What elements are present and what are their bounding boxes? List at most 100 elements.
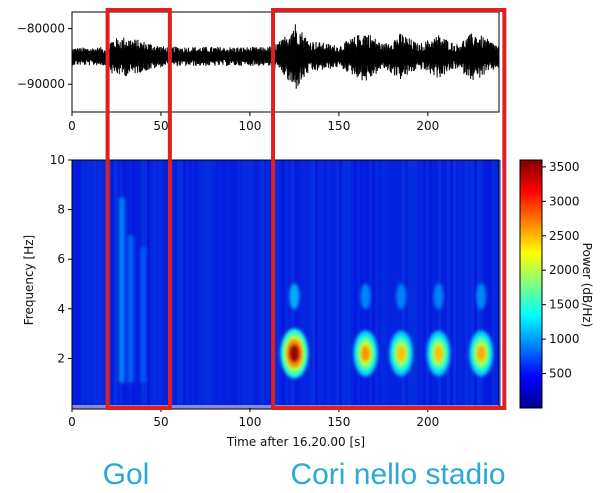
spectrogram-streak — [351, 160, 354, 408]
spectrogram-streak — [336, 160, 339, 408]
spectrogram-streak — [402, 160, 405, 408]
spectrogram-streak — [159, 160, 162, 408]
spectrogram-x-tick-label: 50 — [153, 415, 168, 429]
spectrogram-streak — [474, 160, 477, 408]
spectrogram-streak — [345, 160, 348, 408]
colorbar: 500 1000 1500 2000 2500 3000 3500 Power (dB/Hz… — [519, 159, 594, 409]
spectrogram-streak — [282, 160, 285, 408]
spectrogram-streak — [198, 160, 201, 408]
spectrogram-streak — [405, 160, 408, 408]
spectrogram-streak — [177, 160, 180, 408]
colorbar-tick-label: 1000 — [549, 332, 580, 346]
spectrogram-streak — [210, 160, 213, 408]
spectrogram-streak — [111, 160, 114, 408]
spectrogram-streak — [447, 160, 450, 408]
harmonic-blob — [476, 283, 487, 310]
spectrogram-streak — [213, 160, 216, 408]
spectrogram-streak — [135, 160, 138, 408]
waveform-trace — [71, 24, 500, 89]
spectrogram-streak — [102, 160, 105, 408]
spectrogram-streak — [156, 160, 159, 408]
spectrogram-streak — [78, 160, 81, 408]
spectrogram-streak — [483, 160, 486, 408]
spectrogram-streak — [228, 160, 231, 408]
harmonic-blob — [289, 283, 300, 310]
gol-box — [105, 8, 172, 410]
spectrogram-streak — [237, 160, 240, 408]
spectrogram-streak — [309, 160, 312, 408]
spectrogram-y-tick-label: 10 — [50, 153, 65, 167]
harmonic-blob — [433, 283, 444, 310]
waveform-x-tick-label: 50 — [153, 119, 168, 133]
spectrogram-streak — [450, 160, 453, 408]
waveform-panel: 0 50 100 150 200 −80000 −90000 — [17, 11, 500, 133]
spectrogram-x-tick-label: 0 — [68, 415, 76, 429]
spectrogram-streak — [453, 160, 456, 408]
spectrogram-streak — [87, 160, 90, 408]
waveform-y-tick-label: −80000 — [17, 22, 65, 36]
spectrogram-streak — [330, 160, 333, 408]
spectrogram-streak — [324, 160, 327, 408]
spectrogram-streak — [150, 160, 153, 408]
spectrogram-streak — [441, 160, 444, 408]
hotspot — [469, 330, 494, 377]
spectrogram-streak — [225, 160, 228, 408]
spectrogram-streak — [252, 160, 255, 408]
spectrogram-streak — [471, 160, 474, 408]
spectrogram-panel: 0 50 100 150 200 2 4 6 8 10 Time after 16.20.00 … — [22, 153, 501, 449]
spectrogram-y-tick-label: 4 — [57, 302, 65, 316]
spectrogram-streak — [390, 160, 393, 408]
hotspot — [426, 330, 451, 377]
spectrogram-streak — [444, 160, 447, 408]
spectrogram-streak — [219, 160, 222, 408]
spectrogram-streak — [240, 160, 243, 408]
spectrogram-streak — [366, 160, 369, 408]
spectrogram-streak — [75, 160, 78, 408]
spectrogram-streak — [348, 160, 351, 408]
spectrogram-streak — [489, 160, 492, 408]
spectrogram-streak — [249, 160, 252, 408]
spectrogram-streak — [258, 160, 261, 408]
hotspot — [280, 328, 309, 379]
spectrogram-streak — [387, 160, 390, 408]
spectrogram-streak — [291, 160, 294, 408]
spectrogram-streak — [492, 160, 495, 408]
spectrogram-streak — [84, 160, 87, 408]
hotspot — [353, 330, 378, 377]
spectrogram-streak — [174, 160, 177, 408]
spectrogram-streak — [396, 160, 399, 408]
spectrogram-streak — [81, 160, 84, 408]
spectrogram-streak — [426, 160, 429, 408]
colorbar-tick-label: 1500 — [549, 298, 580, 312]
spectrogram-streak — [495, 160, 498, 408]
spectrogram-streak — [186, 160, 189, 408]
hotspot — [389, 330, 413, 377]
spectrogram-streak — [357, 160, 360, 408]
spectrogram-streak — [231, 160, 234, 408]
spectrogram-streak — [393, 160, 396, 408]
spectrogram-streak — [372, 160, 375, 408]
spectrogram-streak — [339, 160, 342, 408]
spectrogram-streak — [477, 160, 480, 408]
spectrogram-streak — [165, 160, 168, 408]
spectrogram-streak — [279, 160, 282, 408]
spectrogram-streak — [327, 160, 330, 408]
spectrogram-x-tick-label: 150 — [327, 415, 350, 429]
colorbar-tick-label: 2000 — [549, 263, 580, 277]
spectrogram-streak — [114, 160, 117, 408]
spectrogram-streak — [171, 160, 174, 408]
spectrogram-streak — [90, 160, 93, 408]
spectrogram-streak — [384, 160, 387, 408]
annotation-boxes — [105, 8, 507, 410]
spectrogram-streak — [360, 160, 363, 408]
spectrogram-streak — [72, 160, 75, 408]
gol-streak — [140, 246, 147, 384]
colorbar-label: Power (dB/Hz) — [580, 243, 594, 328]
spectrogram-streak — [429, 160, 432, 408]
spectrogram-streak — [378, 160, 381, 408]
spectrogram-streak — [147, 160, 150, 408]
waveform-line — [71, 24, 500, 89]
spectrogram-streak — [180, 160, 183, 408]
spectrogram-streak — [417, 160, 420, 408]
spectrogram-streak — [423, 160, 426, 408]
